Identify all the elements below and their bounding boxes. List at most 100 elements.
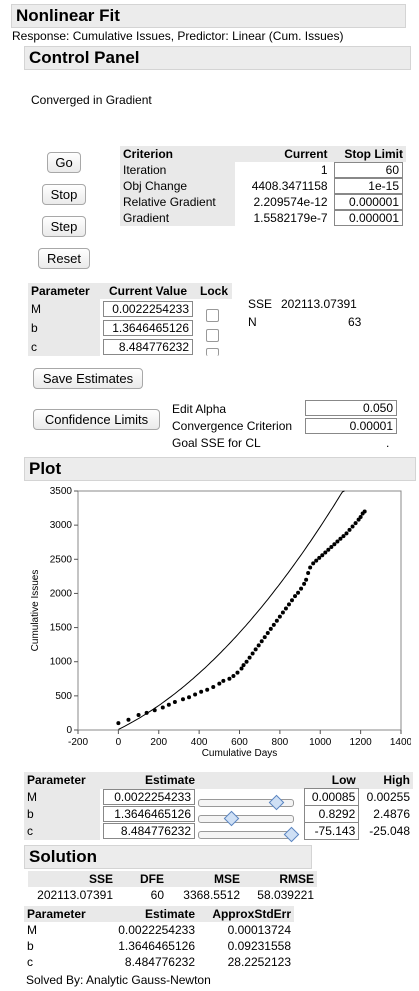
data-point [338,536,343,541]
data-point [217,681,222,686]
data-point [283,606,288,611]
dfe-header: DFE [140,872,164,886]
stop-limit-header: Stop Limit [344,147,403,161]
parameter-header: Parameter [27,773,86,788]
data-point [160,705,165,710]
data-point [350,524,355,529]
data-point [180,697,185,702]
parameter-name: M [27,923,37,937]
reset-button[interactable]: Reset [38,248,90,269]
data-point [241,663,246,668]
parameter-name: c [28,337,100,356]
go-button[interactable]: Go [47,152,81,173]
data-point [116,721,121,726]
estimate-input[interactable]: 8.484776232 [103,823,195,839]
data-point [314,558,319,563]
high-limit: -25.048 [369,824,410,838]
n-label: N [248,315,257,329]
data-point [308,565,313,570]
parameter-name: b [27,939,34,953]
estimate-value: 1.3646465126 [118,939,195,953]
data-point [235,670,240,675]
confidence-limits-button[interactable]: Confidence Limits [33,409,160,430]
stop-button[interactable]: Stop [42,184,86,205]
criterion-name: Gradient [120,210,236,226]
estimate-input[interactable]: 0.0022254233 [103,789,195,805]
x-tick-label: 200 [150,737,167,748]
solution-header[interactable]: Solution [24,845,312,869]
gradient-limit-input[interactable]: 0.000001 [333,210,403,226]
criterion-name: Iteration [120,162,236,178]
data-point [221,678,226,683]
data-point [311,561,316,566]
criterion-current: 1.5582179e-7 [253,211,328,225]
parameter-name: b [24,805,100,823]
x-axis-label: Cumulative Days [202,748,278,759]
data-point [280,610,285,615]
relative-gradient-limit-input[interactable]: 0.000001 [333,194,403,210]
criterion-current: 4408.3471158 [251,179,328,193]
data-point [304,577,309,582]
data-point [231,674,236,679]
data-point [302,581,307,586]
control-panel-header[interactable]: Control Panel [24,46,411,70]
high-limit: 0.00255 [366,790,410,804]
data-point [329,544,334,549]
data-point [187,695,192,700]
y-tick-label: 1500 [50,623,73,634]
parameter-value-input[interactable]: 8.484776232 [103,338,193,355]
estimate-input[interactable]: 1.3646465126 [103,806,195,822]
estimate-slider[interactable] [198,799,294,807]
data-point [326,547,331,552]
lock-checkbox-c[interactable] [206,348,219,356]
scatter-plot: -200 0 200 400 600 800 1000 1200 140005001000150… [30,486,411,759]
y-tick-label: 2000 [50,588,73,599]
data-point [126,717,131,722]
parameter-name: b [28,318,100,337]
parameter-table: Parameter Current Value Lock M 0.0022254… [28,283,232,356]
parameter-value-input[interactable]: 1.3646465126 [103,319,193,336]
save-estimates-button[interactable]: Save Estimates [33,368,143,389]
estimate-value: 8.484776232 [124,955,195,969]
edit-alpha-input[interactable]: 0.050 [305,400,397,416]
estimate-slider[interactable] [198,815,294,823]
data-point [332,542,337,547]
data-point [152,708,157,713]
lock-checkbox-b[interactable] [206,329,219,342]
approx-std-err-header: ApproxStdErr [212,907,291,921]
data-point [320,553,325,558]
sse-label: SSE [248,297,273,311]
plot-header[interactable]: Plot [24,457,416,481]
parameter-value-input[interactable]: 0.0022254233 [103,300,193,317]
data-point [205,687,210,692]
data-point [227,676,232,681]
obj-change-limit-input[interactable]: 1e-15 [333,178,403,194]
estimates-table: Parameter Estimate Low High M 0.00222542… [24,772,413,840]
data-point [244,659,249,664]
convergence-criterion-input[interactable]: 0.00001 [305,418,397,434]
y-axis-label: Cumulative Issues [30,570,41,652]
y-tick-label: 3000 [50,520,73,531]
data-point [323,550,328,555]
data-point [172,700,177,705]
data-point [289,598,294,603]
window-title: Nonlinear Fit [11,4,406,28]
iteration-limit-input[interactable]: 60 [333,162,403,178]
sse-header: SSE [88,872,113,886]
low-limit: 0.00085 [303,788,360,806]
std-err-value: 0.09231558 [227,939,291,953]
goal-sse-value: . [386,436,390,450]
step-button[interactable]: Step [42,216,86,237]
data-point [299,586,304,591]
parameter-name: M [28,299,100,318]
plot-frame [77,490,402,731]
x-tick-label: -200 [68,737,88,748]
y-tick-label: 2500 [50,554,73,565]
data-point [262,635,267,640]
data-point [199,689,204,694]
solution-summary-table: SSE DFE MSE RMSE 202113.07391 60 3368.55… [28,871,317,903]
std-err-value: 0.00013724 [227,923,291,937]
estimate-slider[interactable] [198,831,294,839]
lock-checkbox-m[interactable] [206,309,219,322]
current-header: Current [284,147,328,161]
